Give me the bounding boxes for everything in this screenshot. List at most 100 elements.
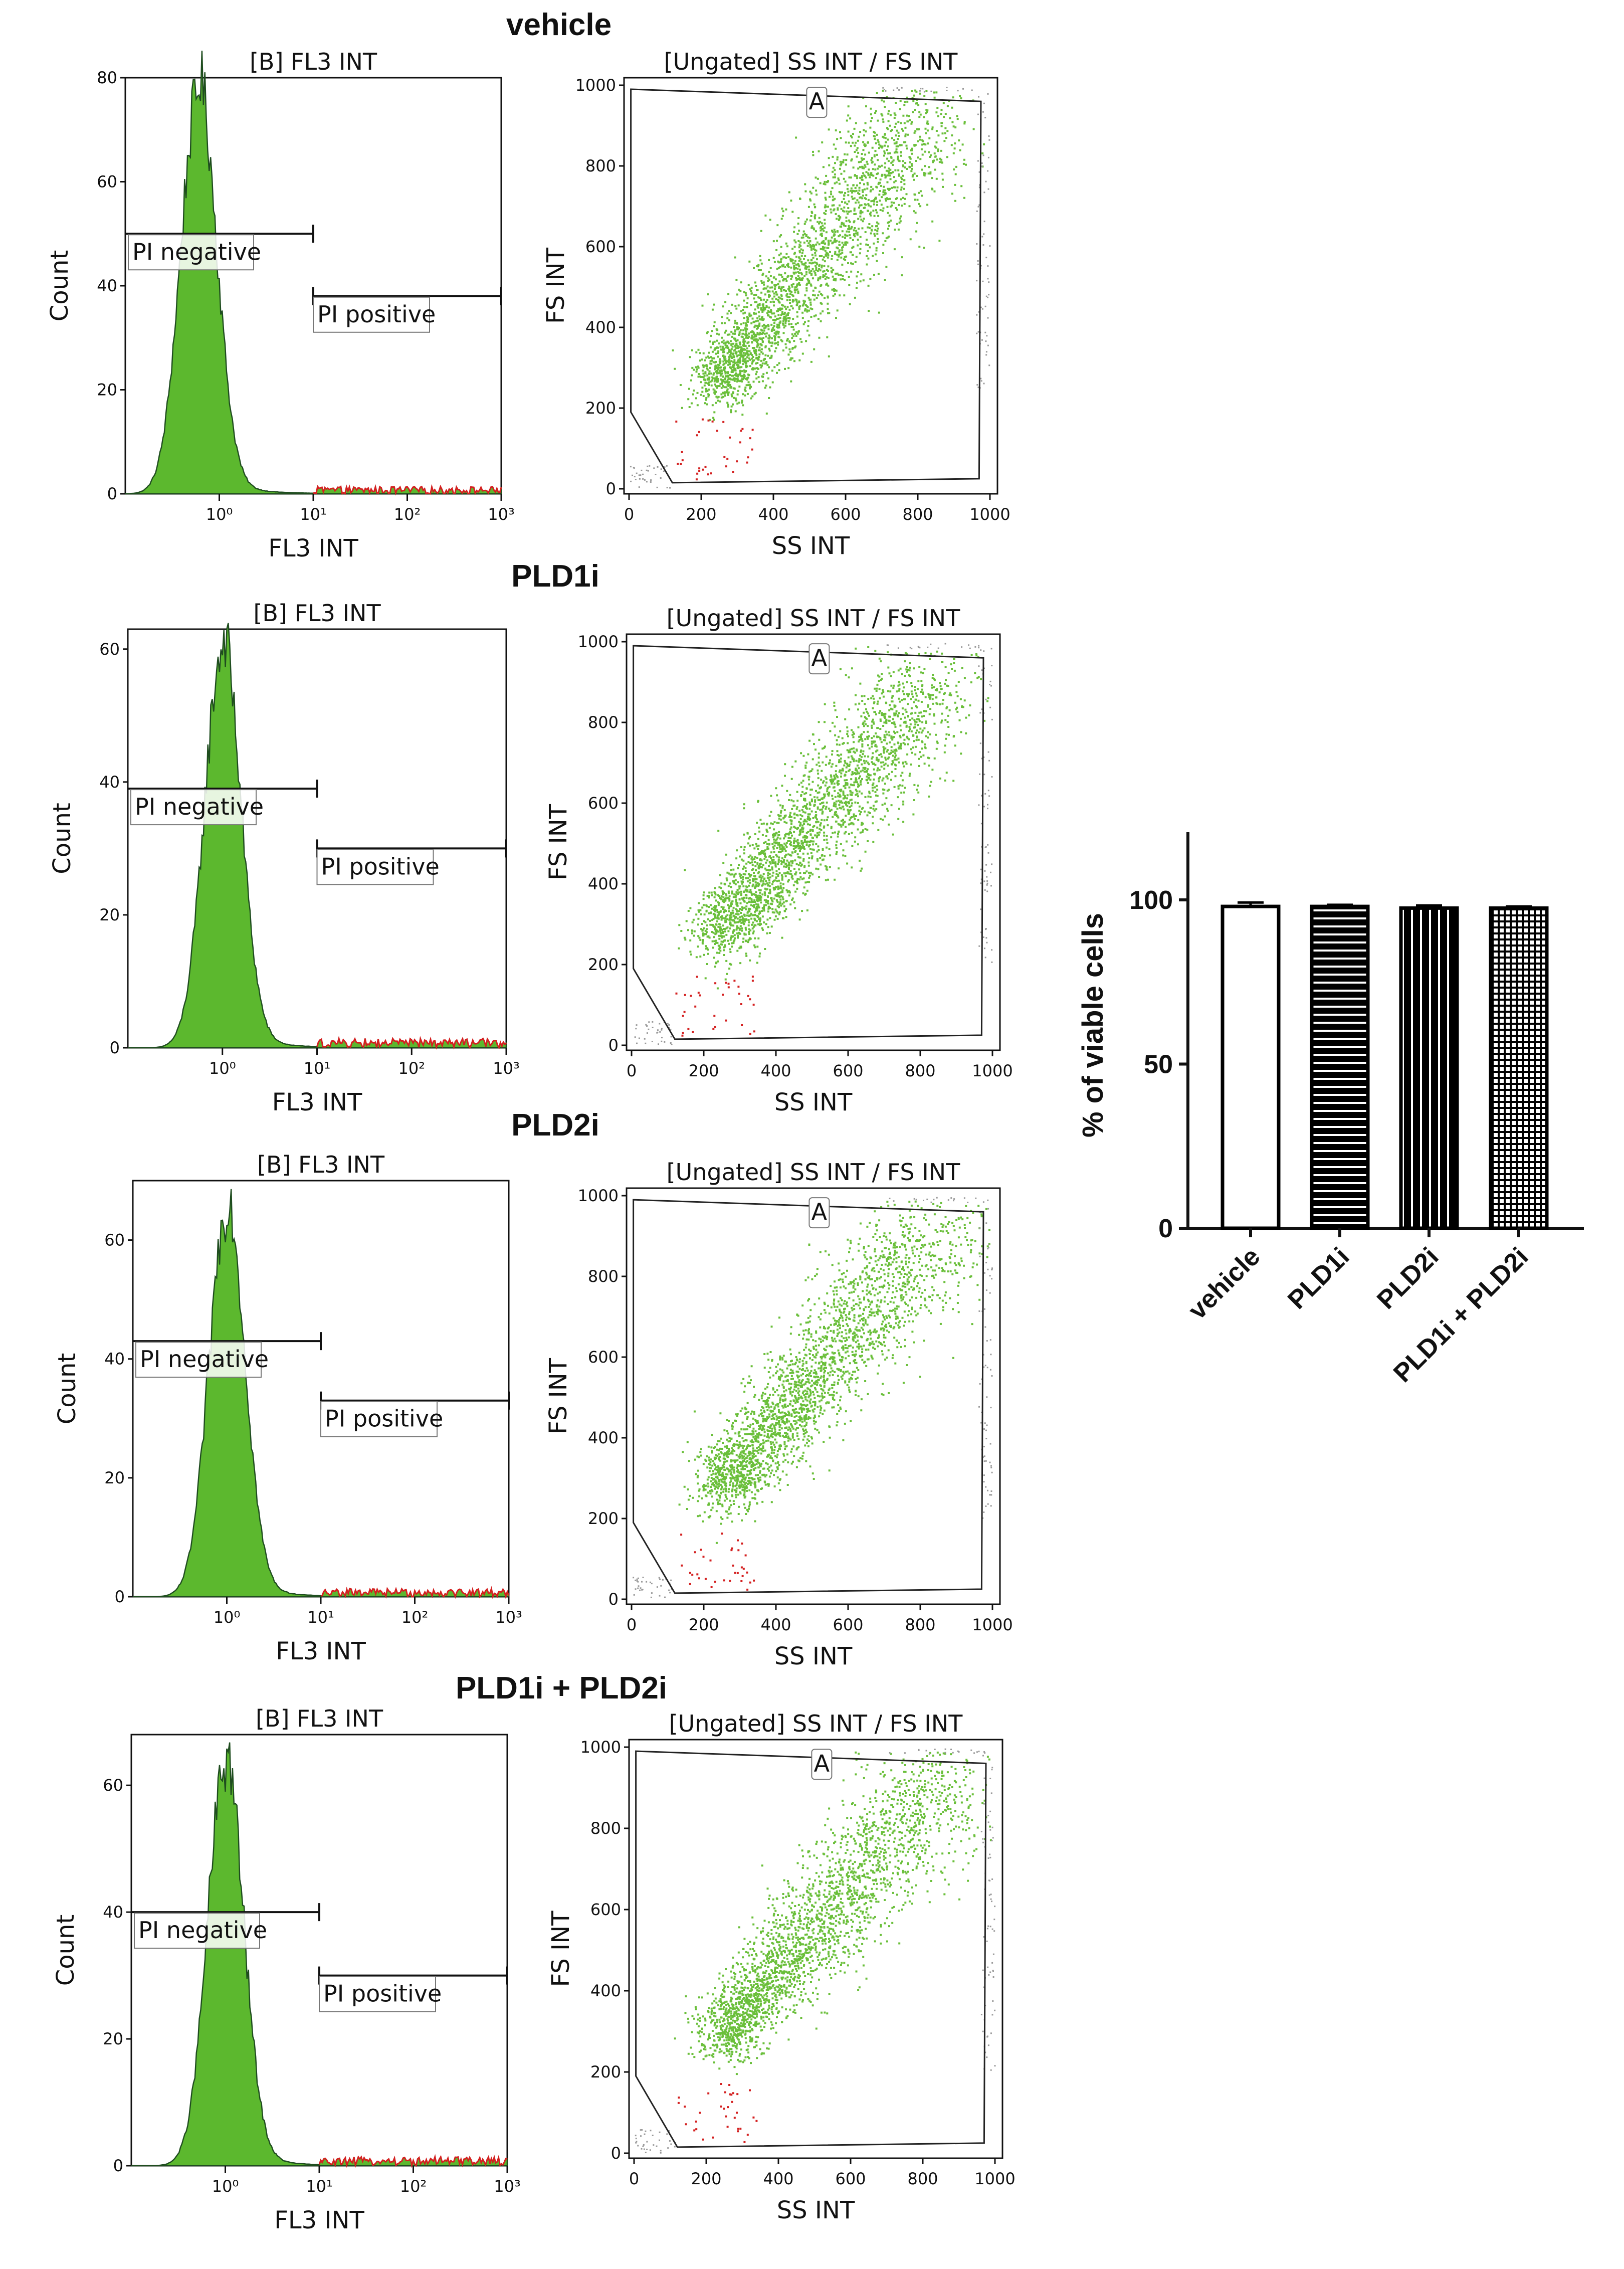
scatter-x-label: SS INT [777,2196,855,2224]
bar-1 [1221,904,1281,1230]
panel-row-2: PLD1i [B] FL3 INT 0 20 40 60 10⁰ 10¹ 10² 10³ FL3 I… [48,559,1013,1116]
x-tick-label: 1000 [972,1615,1012,1634]
x-tick-label: 10³ [493,1059,520,1078]
gate-a-polygon [633,1199,984,1594]
y-tick-label: 80 [97,68,117,87]
gate-a-polygon [630,88,982,484]
y-tick-label: 20 [97,381,117,400]
x-tick-label: 10² [398,1059,425,1078]
x-tick-label: 400 [763,2169,793,2188]
histogram-frame [132,1180,510,1598]
x-tick-label: 0 [627,1615,637,1634]
y-tick-label: 0 [608,1590,619,1609]
condition-title: PLD1i [511,559,599,594]
pi-positive-tail [316,1036,507,1050]
x-tick-label: 400 [760,1061,791,1080]
scatter-title: [Ungated] SS INT / FS INT [667,1159,961,1186]
histogram-x-label: FL3 INT [276,1637,366,1665]
live-cell-points [678,1200,990,1544]
flow-cytometry-panels: vehicle [B] FL3 INT 0 20 40 60 80 10⁰ 10¹ 10² 10³ F… [46,8,1016,2234]
x-tick-label: 10¹ [306,2177,333,2196]
x-tick-label: 200 [686,505,716,524]
histogram-title: [B] FL3 INT [257,1151,385,1178]
gate-label: PI negative [132,238,261,265]
histogram-frame [127,628,507,1049]
ungated-points [635,1748,996,2154]
bar-category-label: PLD1i [1282,1242,1355,1314]
x-tick-label: 0 [629,2169,639,2188]
x-tick-label: 10¹ [307,1608,334,1627]
x-tick-label: 800 [907,2169,938,2188]
pi-negative-gate: PI negative [125,225,314,271]
scatter-y-label: FS INT [544,1358,572,1434]
fl3-histogram: [B] FL3 INT 0 20 40 60 10⁰ 10¹ 10² 10³ FL3 INT Cou… [52,1705,521,2234]
pi-positive-gate: PI positive [320,1391,510,1437]
condition-title: vehicle [506,8,612,42]
gate-label: PI negative [135,793,264,820]
bar-y-tick-label: 0 [1158,1214,1173,1243]
panel-row-1: vehicle [B] FL3 INT 0 20 40 60 80 10⁰ 10¹ 10² 10³ F… [46,8,1010,562]
y-tick-label: 40 [97,276,117,295]
panel-row-3: PLD2i [B] FL3 INT 0 20 40 60 10⁰ 10¹ 10² 10³ FL3 I… [53,1108,1013,1670]
scatter-x-label: SS INT [774,1088,853,1116]
panel-row-4: PLD1i + PLD2i [B] FL3 INT 0 20 40 60 10⁰ 10¹ 10²… [52,1671,1016,2234]
histogram-title: [B] FL3 INT [250,48,377,75]
y-tick-label: 60 [97,172,117,192]
pi-negative-gate: PI negative [128,780,318,826]
y-tick-label: 20 [99,905,120,924]
pi-negative-gate: PI negative [131,1903,320,1949]
x-tick-label: 600 [835,2169,866,2188]
histogram-distribution [131,1742,508,2168]
y-tick-label: 60 [103,1776,123,1795]
y-tick-label: 1000 [578,1186,619,1205]
x-tick-label: 600 [830,505,861,524]
histogram-y-label: Count [53,1353,81,1425]
y-tick-label: 60 [99,640,120,659]
ss-fs-scatter: [Ungated] SS INT / FS INT A 0 200 400 600 800 1… [544,1159,1013,1670]
histogram-y-label: Count [46,250,74,322]
y-tick-label: 0 [110,1038,120,1057]
y-tick-label: 0 [611,2144,621,2163]
ss-fs-scatter: [Ungated] SS INT / FS INT A 0 200 400 600 800 1… [542,48,1010,560]
y-tick-label: 1000 [575,76,616,95]
dead-cell-points [680,1533,755,1591]
gate-a-label-box [811,1749,833,1780]
y-tick-label: 400 [590,1981,621,2000]
y-tick-label: 40 [104,1350,125,1369]
gate-label-box [320,1401,438,1437]
bar-4 [1489,906,1549,1230]
gate-a-label: A [811,1198,828,1225]
scatter-title: [Ungated] SS INT / FS INT [667,605,961,632]
scatter-points [635,1748,996,2154]
dead-cell-points [675,418,754,481]
y-tick-label: 40 [99,773,120,792]
scatter-title: [Ungated] SS INT / FS INT [669,1710,963,1737]
histogram-frame [130,1734,508,2167]
gate-label: PI negative [138,1917,267,1944]
x-tick-label: 200 [688,1615,719,1634]
y-tick-label: 200 [588,955,619,974]
dead-cell-points [675,976,755,1037]
x-tick-label: 600 [833,1615,863,1634]
pi-positive-tail [318,2154,508,2168]
x-tick-label: 10³ [495,1608,522,1627]
y-tick-label: 800 [588,713,619,732]
x-tick-label: 10⁰ [209,1059,236,1078]
x-tick-label: 600 [833,1061,863,1080]
x-tick-label: 10⁰ [206,505,233,524]
x-tick-label: 0 [627,1061,637,1080]
x-tick-label: 1000 [972,1061,1012,1080]
scatter-y-label: FS INT [547,1911,575,1987]
bar-y-label: % of viable cells [1077,913,1109,1138]
live-cell-points [674,1751,992,2075]
gate-a-label: A [809,88,825,115]
gate-label-box [319,1976,436,2012]
viability-bar-chart: 0 50 100 % of viable cells vehicle PLD1i PLD2i… [1077,832,1584,1388]
pi-negative-gate: PI negative [133,1332,322,1378]
y-tick-label: 600 [585,237,616,256]
scatter-frame [626,633,1001,1051]
bar-category-label: PLD2i [1371,1242,1444,1314]
gate-label: PI positive [321,853,440,880]
ss-fs-scatter: [Ungated] SS INT / FS INT A 0 200 400 600 800 1… [547,1710,1016,2224]
